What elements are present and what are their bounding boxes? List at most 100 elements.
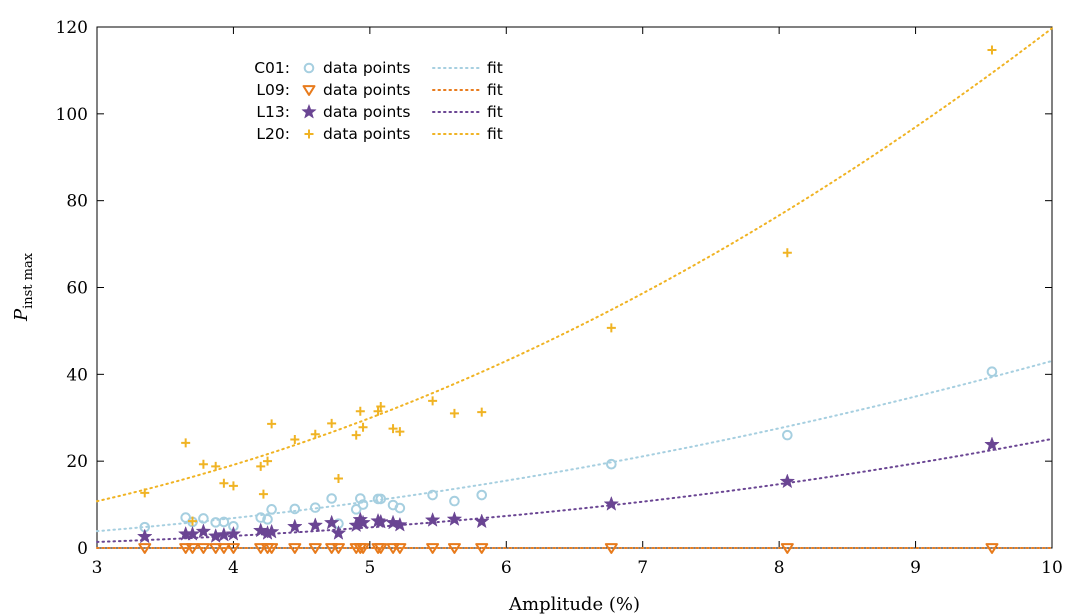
data-point [263,456,273,466]
data-point [355,493,366,504]
legend-marker [302,85,316,96]
data-point [385,514,401,530]
data-point [476,489,488,501]
data-point [394,502,406,514]
legend-marker [303,62,315,74]
y-tick-label: 80 [66,192,88,212]
data-point [447,543,461,554]
data-point [779,473,796,489]
data-point [140,488,150,498]
legend-series-name: L20: [256,125,290,143]
x-tick-label: 3 [92,558,103,578]
y-axis-title: Pinst max [11,252,36,322]
data-point [355,406,365,416]
legend-points-label: data points [323,125,410,143]
data-point [475,543,489,554]
data-point [477,407,487,417]
data-point [188,516,197,526]
data-point [228,481,238,491]
data-point [986,366,998,378]
data-point [288,543,302,554]
data-point [386,543,400,554]
x-tick-label: 6 [501,558,512,578]
legend-marker [301,103,317,119]
data-point [138,543,152,554]
data-point [987,45,997,55]
data-point [424,511,441,527]
data-point [307,517,324,533]
data-point [780,543,794,554]
y-axis-title-subscript: inst max [21,252,36,309]
data-point [136,528,153,544]
y-tick-label: 120 [56,18,88,38]
y-tick-label: 20 [66,452,88,472]
x-tick-label: 8 [774,558,785,578]
data-point [330,525,347,540]
y-axis-title-main: P [11,308,32,322]
data-point [606,458,617,470]
data-point [186,543,199,554]
data-point [263,523,280,539]
data-point [325,543,339,554]
data-points [136,45,1000,554]
data-point [289,503,301,515]
data-point [286,518,303,534]
data-point [226,543,240,554]
legend-points-label: data points [323,81,410,99]
data-point [195,523,212,539]
x-axis-title: Amplitude (%) [508,594,640,615]
data-point [218,516,230,528]
data-point [356,543,370,554]
data-point [373,406,383,416]
data-point [209,543,223,554]
x-tick-label: 4 [228,558,239,578]
legend-fit-label: fit [487,103,503,121]
data-point [256,461,266,471]
data-point [252,522,269,538]
data-point [358,422,368,432]
data-point [255,512,267,523]
data-point [782,248,792,258]
data-point [603,495,620,511]
data-point [449,495,460,507]
data-point [198,459,208,469]
data-point [327,418,337,428]
data-point [225,525,242,541]
fit-curves [96,27,1053,549]
data-point [331,543,345,554]
y-tick-label: 0 [77,539,88,559]
data-point [376,401,386,411]
legend-series-name: C01: [254,59,290,77]
legend: C01: data points fit L09: data points fit L13:… [254,59,503,143]
y-tick-label: 40 [66,365,88,385]
data-point [254,543,268,554]
data-point [427,489,438,501]
data-point [606,323,616,333]
data-point [309,502,321,513]
data-point [782,429,793,441]
data-point [388,424,398,434]
data-point [184,525,201,541]
data-point [604,543,618,554]
data-point [267,419,277,429]
legend-marker [304,129,314,139]
legend-points-label: data points [323,59,410,77]
y-tick-label: 60 [66,279,88,299]
data-point [265,543,279,554]
data-point [179,543,193,554]
data-point [198,513,209,524]
legend-series-name: L13: [256,103,290,121]
data-point [290,434,300,444]
data-point [219,478,229,488]
data-point [374,543,388,554]
y-tick-label: 100 [56,105,88,125]
legend-fit-label: fit [487,59,503,77]
data-point [428,396,438,406]
data-point [372,513,389,529]
data-point [449,408,459,418]
data-point [473,513,490,529]
data-point [196,543,210,554]
